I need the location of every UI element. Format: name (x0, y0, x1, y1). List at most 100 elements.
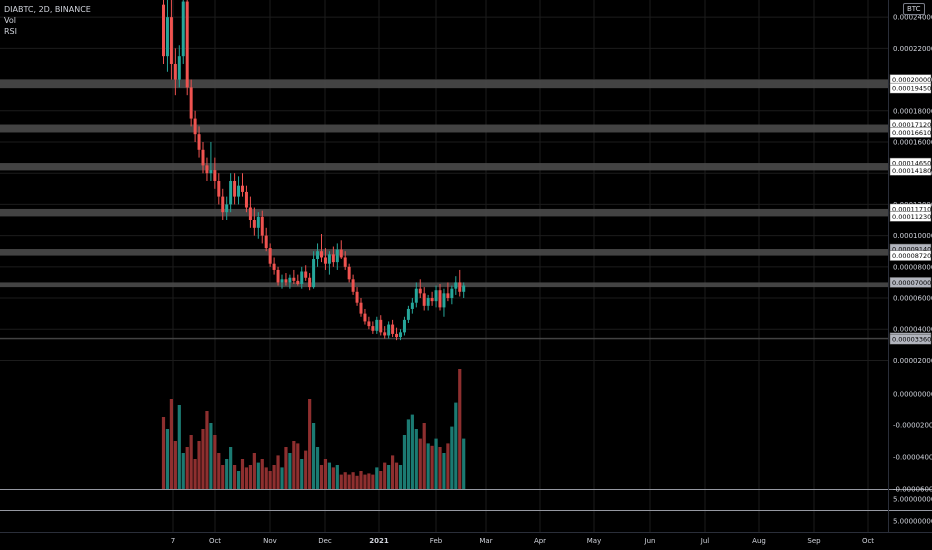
candle-body (225, 204, 229, 213)
candle-body (256, 216, 260, 228)
candle-body (272, 263, 276, 270)
candle-body (339, 249, 343, 258)
symbol-title[interactable]: DIABTC, 2D, BINANCE (4, 5, 91, 14)
candle-body (193, 118, 197, 135)
zone-band (0, 163, 888, 171)
candle-body (395, 333, 399, 338)
candle-body (462, 285, 466, 292)
candle-body (434, 290, 438, 302)
candle-body (300, 271, 304, 284)
volume-bar (292, 441, 296, 489)
rsi-indicator-label[interactable]: RSI (4, 27, 17, 36)
volume-bar (383, 462, 387, 489)
volume-bar (355, 475, 359, 489)
price-axis[interactable]: 0.00024000 0.00022000 0.00020000 0.00018000… (889, 14, 932, 365)
price-label-text: 0.00016610 (892, 129, 931, 137)
candle-body (181, 1, 185, 57)
candle-body (442, 293, 446, 308)
volume-bar (193, 459, 197, 489)
pane-separators (0, 0, 932, 533)
volume-bar (312, 423, 316, 489)
volume-bar (414, 429, 418, 489)
volume-bar (165, 429, 170, 489)
volume-bar (371, 474, 375, 489)
candle-body (248, 207, 252, 221)
volume-tick-label: -0.00004000 (893, 454, 932, 462)
currency-badge[interactable]: BTC (903, 3, 925, 15)
candle-body (458, 282, 462, 292)
volume-bar (335, 465, 339, 489)
grid-lines (0, 0, 888, 532)
price-label-box (889, 127, 932, 138)
candle-body (355, 291, 359, 303)
volume-bar (359, 471, 363, 489)
price-label-text: 0.00003360 (892, 336, 931, 344)
time-tick-label: Jun (644, 537, 656, 545)
candle-body (169, 17, 173, 64)
volume-bar (181, 453, 185, 489)
price-label-text: 0.00007000 (892, 279, 931, 287)
price-label-text: 0.00014180 (892, 167, 931, 175)
price-tick-label: 0.00010000 (893, 232, 932, 240)
candle-body (359, 302, 363, 314)
candle-body (221, 196, 225, 213)
volume-bar (454, 402, 458, 489)
volume-bar (426, 443, 430, 489)
time-axis[interactable]: 7 Oct Nov Dec 2021 Feb Mar Apr May Jun Jul Aug Sep Oc… (171, 537, 875, 545)
price-tick-label: 0.00008000 (893, 263, 932, 271)
chart-legend: DIABTC, 2D, BINANCE Vol RSI (4, 4, 91, 37)
volume-bar (296, 443, 300, 489)
volume-bar (434, 438, 438, 489)
volume-bar (442, 453, 446, 489)
volume-bar (450, 426, 454, 489)
candle-body (379, 319, 383, 333)
candle-body (351, 279, 355, 292)
volume-bar (418, 438, 422, 489)
volume-bar (304, 450, 308, 489)
candle-body (323, 257, 327, 264)
volume-bar (240, 459, 245, 489)
candle-body (205, 165, 209, 174)
candle-body (304, 271, 308, 278)
time-tick-label: Oct (862, 537, 874, 545)
candle-body (252, 220, 256, 228)
rsi-axis: 5.00000000 5.00000000 (893, 496, 932, 526)
candle-body (185, 1, 189, 88)
candle-body (402, 319, 406, 333)
price-label-text: 0.00011230 (892, 213, 931, 221)
candlestick-series (162, 0, 466, 341)
candle-body (308, 277, 312, 288)
volume-bar (387, 465, 391, 489)
price-label-box (889, 333, 932, 345)
time-tick-label: 2021 (369, 537, 389, 545)
volume-bar (331, 467, 335, 489)
zone-band (0, 249, 888, 256)
time-tick-label: Aug (752, 537, 766, 545)
candle-body (233, 181, 237, 197)
candle-body (430, 298, 434, 302)
volume-bar (398, 465, 403, 489)
time-tick-label: Nov (263, 537, 277, 545)
horizontal-zones (0, 79, 888, 340)
volume-indicator-label[interactable]: Vol (4, 16, 16, 25)
candle-body (387, 324, 391, 336)
price-label-box (889, 165, 932, 176)
volume-bar (221, 465, 225, 489)
zone-band (0, 282, 888, 288)
candle-body (454, 282, 458, 289)
volume-bar (205, 411, 209, 489)
candle-body (331, 254, 335, 263)
candle-body (399, 332, 402, 338)
volume-bar (217, 453, 221, 489)
time-tick-label: Sep (807, 537, 821, 545)
volume-bar (272, 465, 276, 489)
volume-bar (367, 473, 371, 489)
volume-bar (422, 423, 426, 489)
volume-bar (268, 471, 272, 489)
candle-body (406, 308, 410, 320)
candle-body (410, 302, 414, 309)
volume-bar (308, 399, 312, 489)
candle-body (284, 279, 288, 283)
candle-body (347, 266, 351, 280)
